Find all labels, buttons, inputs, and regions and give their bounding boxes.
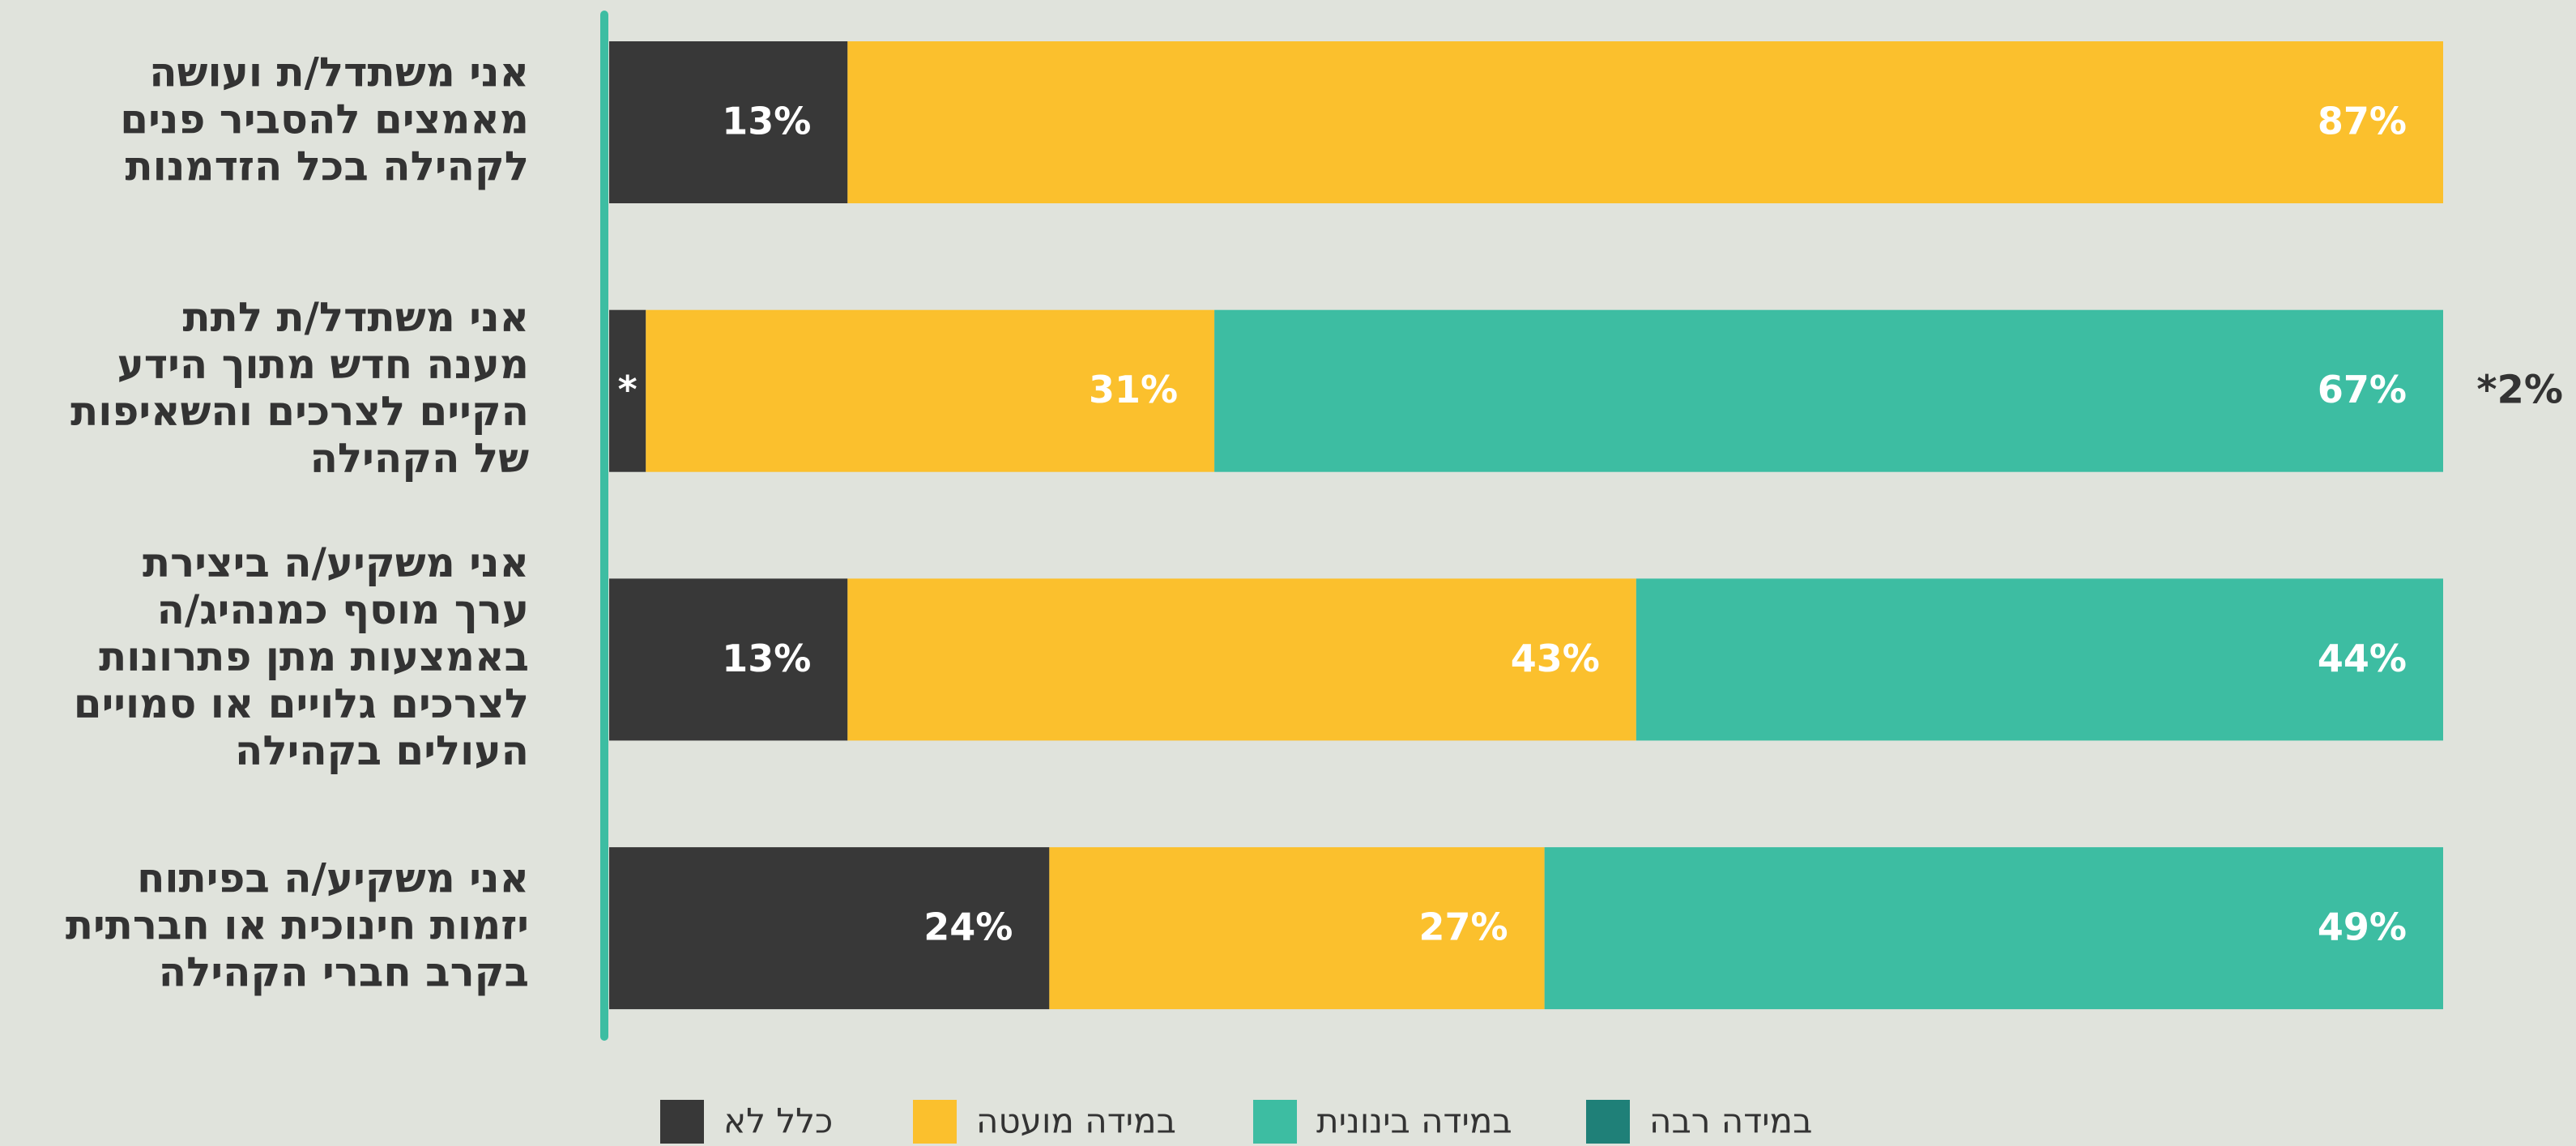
category-label: בקרב חברי הקהילה bbox=[159, 949, 529, 996]
legend-label: כלל לא bbox=[723, 1101, 833, 1141]
bar-segment bbox=[609, 578, 848, 741]
legend-label: במידה רבה bbox=[1649, 1101, 1812, 1141]
value-label: 31% bbox=[1089, 368, 1178, 411]
value-label: 27% bbox=[1419, 905, 1508, 949]
value-label: 67% bbox=[2318, 368, 2407, 411]
category-label: העולים בקהילה bbox=[235, 727, 529, 774]
category-label: יזמות חינוכית או חברתית bbox=[66, 902, 529, 949]
value-label: 13% bbox=[722, 100, 811, 143]
value-label: 44% bbox=[2318, 637, 2407, 680]
category-label: ערך מוסף כמנהיג/ה bbox=[157, 586, 529, 633]
value-label: 13% bbox=[722, 637, 811, 680]
bar-segment bbox=[847, 578, 1636, 741]
value-label: 87% bbox=[2318, 100, 2407, 143]
bar-segment bbox=[609, 309, 646, 472]
legend-swatch bbox=[660, 1100, 704, 1144]
category-label: באמצעות מתן פתרונות bbox=[99, 633, 529, 680]
category-label: אני משתדל/ת לתת bbox=[183, 294, 529, 341]
value-label: * bbox=[618, 368, 638, 411]
legend-label: במידה בינונית bbox=[1316, 1101, 1512, 1141]
category-label: לצרכים גלויים או סמויים bbox=[74, 680, 529, 727]
legend-label: במידה מועטה bbox=[976, 1101, 1176, 1141]
bar-segment bbox=[1049, 847, 1545, 1010]
category-label: אני משתדל/ת ועושה bbox=[149, 49, 529, 96]
bar-segment bbox=[1214, 309, 2443, 472]
category-label: מענה חדש מתוך הידע bbox=[117, 341, 529, 388]
category-label: לקהילה בכל הזדמנות bbox=[125, 143, 529, 190]
bar-segment bbox=[847, 41, 2443, 203]
category-label: הקיים לצרכים והשאיפות bbox=[70, 388, 529, 435]
bar-segment bbox=[1636, 578, 2443, 741]
value-label: 49% bbox=[2318, 905, 2407, 949]
annotation: *2% bbox=[2476, 368, 2563, 413]
legend-swatch bbox=[1586, 1100, 1630, 1144]
bar-segment bbox=[1544, 847, 2443, 1010]
value-label: 24% bbox=[923, 905, 1013, 949]
value-label: 43% bbox=[1511, 637, 1600, 680]
category-label: אני משקיע/ה ביצירת bbox=[143, 539, 529, 586]
category-label: אני משקיע/ה בפיתוח bbox=[137, 855, 529, 902]
legend-swatch bbox=[913, 1100, 957, 1144]
bar-segment bbox=[646, 309, 1215, 472]
category-label: של הקהילה bbox=[310, 435, 529, 482]
category-label: מאמצים להסביר פנים bbox=[120, 96, 529, 143]
bar-segment bbox=[609, 847, 1050, 1010]
bar-segment bbox=[609, 41, 848, 203]
legend-swatch bbox=[1253, 1100, 1297, 1144]
